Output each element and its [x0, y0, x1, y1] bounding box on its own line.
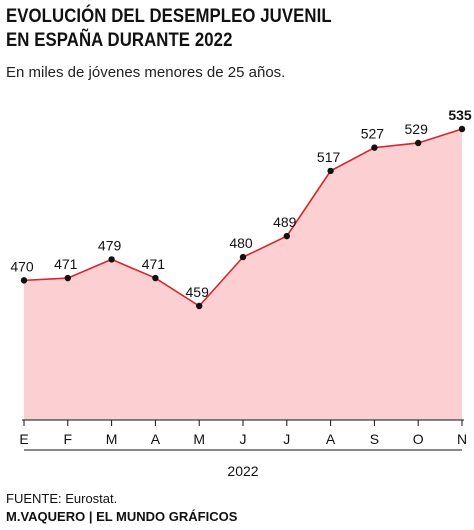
- x-tick-label: F: [64, 431, 73, 447]
- data-point: [283, 232, 290, 240]
- chart-subtitle: En miles de jóvenes menores de 25 años.: [6, 64, 286, 81]
- chart-title-line2: EN ESPAÑA DURANTE 2022: [6, 29, 233, 51]
- x-tick-label: A: [151, 431, 161, 447]
- data-point: [152, 274, 159, 282]
- data-label: 459: [186, 284, 210, 300]
- chart-title-line1: EVOLUCIÓN DEL DESEMPLEO JUVENIL: [6, 5, 332, 27]
- x-tick-label: M: [193, 431, 205, 447]
- data-point: [371, 144, 378, 151]
- data-point: [458, 125, 466, 133]
- data-point: [64, 274, 72, 282]
- data-point: [239, 253, 247, 261]
- data-label: 471: [54, 256, 78, 272]
- data-label: 517: [317, 149, 341, 165]
- x-tick-label: J: [240, 431, 247, 447]
- data-point: [196, 302, 203, 310]
- data-label: 479: [98, 237, 122, 253]
- data-point: [415, 139, 422, 147]
- credit-line: M.VAQUERO | EL MUNDO GRÁFICOS: [6, 509, 238, 524]
- x-tick-label: E: [19, 431, 28, 447]
- data-label: 480: [229, 235, 253, 251]
- data-point: [20, 277, 28, 284]
- x-axis-label: 2022: [227, 463, 258, 479]
- data-label: 535: [448, 107, 472, 123]
- x-tick-label: S: [370, 431, 379, 447]
- x-tick-label: N: [457, 431, 467, 447]
- source-note: FUENTE: Eurostat.: [6, 491, 118, 506]
- data-label: 529: [405, 121, 429, 137]
- x-tick-label: M: [106, 431, 118, 447]
- data-label: 471: [142, 256, 166, 272]
- data-point: [108, 256, 115, 263]
- data-label: 527: [361, 126, 385, 142]
- x-tick-label: O: [413, 431, 424, 447]
- x-tick-label: J: [283, 431, 290, 447]
- chart-title: EVOLUCIÓN DEL DESEMPLEO JUVENIL EN ESPAÑ…: [6, 4, 402, 52]
- data-label: 489: [273, 214, 297, 230]
- data-label: 470: [10, 258, 34, 274]
- data-point: [327, 167, 334, 175]
- area-fill: [24, 129, 462, 420]
- x-tick-label: A: [326, 431, 336, 447]
